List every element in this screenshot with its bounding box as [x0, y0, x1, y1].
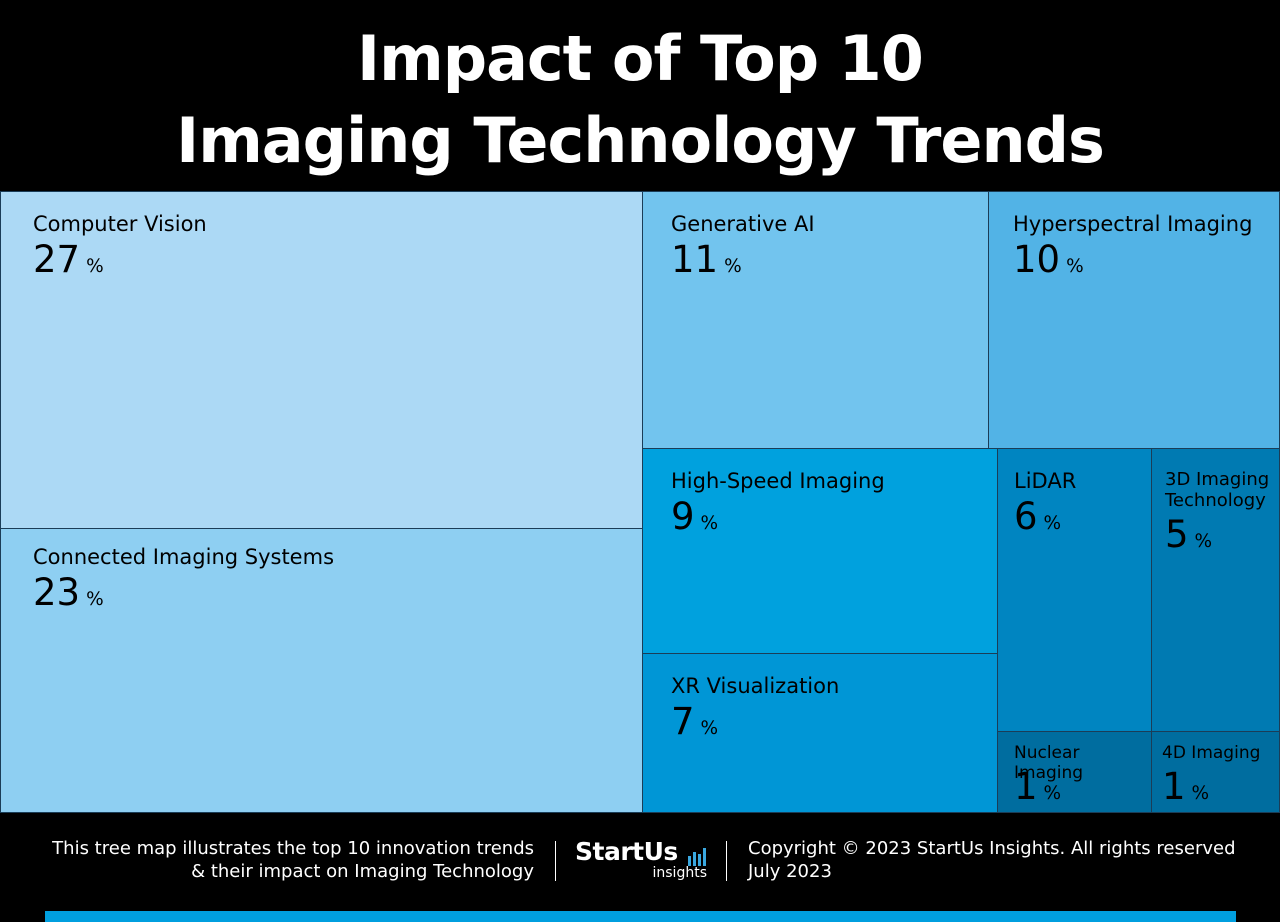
treemap-cell-nuclear-imaging: Nuclear Imaging 1% — [997, 731, 1152, 813]
bottom-accent-bar — [45, 911, 1236, 922]
treemap-cell-value: 23% — [33, 571, 104, 621]
treemap-cell-value: 6% — [1014, 495, 1061, 545]
treemap-cell-high-speed-imaging: High-Speed Imaging 9% — [642, 448, 998, 654]
treemap-cell-value-number: 27 — [33, 238, 81, 281]
footer-divider-right — [726, 841, 727, 881]
treemap-cell-3d-imaging-technology: 3D Imaging Technology 5% — [1151, 448, 1280, 732]
treemap-cell-label: LiDAR — [1014, 469, 1077, 493]
treemap-cell-value-unit: % — [1066, 256, 1084, 277]
treemap-cell-label: Hyperspectral Imaging — [1013, 212, 1253, 236]
treemap-cell-value: 10% — [1013, 238, 1084, 288]
chart-title-line-2: Imaging Technology Trends — [176, 104, 1105, 177]
treemap-cell-label: 4D Imaging — [1162, 743, 1261, 763]
treemap-cell-value: 27% — [33, 238, 104, 288]
copyright-text: Copyright © 2023 StartUs Insights. All r… — [748, 838, 1236, 859]
treemap-cell-value-unit: % — [700, 718, 719, 739]
footer-description-line-1: This tree map illustrates the top 10 inn… — [52, 838, 534, 859]
treemap-cell-value-number: 10 — [1013, 238, 1061, 281]
treemap-cell-label: Connected Imaging Systems — [33, 545, 335, 569]
treemap-cell-value-number: 1 — [1162, 765, 1186, 808]
treemap-cell-value-unit: % — [86, 589, 104, 610]
treemap-cell-value-unit: % — [700, 513, 719, 534]
treemap-cell-label: Computer Vision — [33, 212, 207, 236]
treemap-cell-xr-visualization: XR Visualization 7% — [642, 653, 998, 813]
treemap-cell-lidar: LiDAR 6% — [997, 448, 1152, 732]
footer: This tree map illustrates the top 10 inn… — [0, 813, 1280, 922]
logo-wordmark: StartUs — [575, 837, 678, 866]
treemap-cell-value-unit: % — [1043, 783, 1062, 804]
treemap-cell-label: Nuclear Imaging — [1014, 743, 1084, 783]
treemap-cell-4d-imaging: 4D Imaging 1% — [1151, 731, 1280, 813]
treemap-cell-value-number: 6 — [1014, 495, 1038, 538]
treemap-cell-label: XR Visualization — [671, 674, 840, 698]
treemap-cell-label: Generative AI — [671, 212, 815, 236]
treemap-cell-value: 1% — [1162, 765, 1209, 813]
treemap-cell-value: 1% — [1014, 765, 1061, 813]
chart-title: Impact of Top 10 Imaging Technology Tren… — [0, 18, 1280, 182]
treemap-cell-value-number: 9 — [671, 495, 695, 538]
treemap-cell-value: 5% — [1165, 513, 1212, 563]
treemap-cell-value: 9% — [671, 495, 718, 545]
treemap-cell-value-unit: % — [1191, 783, 1210, 804]
treemap-cell-value-unit: % — [1043, 513, 1062, 534]
treemap-cell-hyperspectral-imaging: Hyperspectral Imaging 10% — [988, 191, 1280, 449]
treemap-cell-value-number: 23 — [33, 571, 81, 614]
logo-subtext: insights — [652, 865, 708, 881]
footer-divider-left — [555, 841, 556, 881]
footer-description-line-2: & their impact on Imaging Technology — [191, 861, 534, 882]
treemap-cell-value-unit: % — [724, 256, 742, 277]
treemap-cell-connected-imaging-systems: Connected Imaging Systems 23% — [0, 528, 643, 813]
treemap-cell-value-number: 1 — [1014, 765, 1038, 808]
treemap-cell-value: 7% — [671, 700, 718, 750]
startus-insights-logo: StartUs insights — [575, 837, 710, 885]
treemap-cell-value: 11% — [671, 238, 742, 288]
chart-title-line-1: Impact of Top 10 — [357, 22, 924, 95]
treemap-cell-computer-vision: Computer Vision 27% — [0, 191, 643, 529]
footer-copyright: Copyright © 2023 StartUs Insights. All r… — [748, 837, 1236, 883]
treemap-cell-value-number: 11 — [671, 238, 719, 281]
treemap-cell-generative-ai: Generative AI 11% — [642, 191, 989, 449]
treemap-cell-value-number: 5 — [1165, 513, 1189, 556]
treemap-cell-label: High-Speed Imaging — [671, 469, 885, 493]
treemap-cell-value-unit: % — [1194, 531, 1213, 552]
footer-description: This tree map illustrates the top 10 inn… — [52, 837, 534, 883]
publication-date: July 2023 — [748, 861, 832, 882]
treemap: Computer Vision 27% Connected Imaging Syst… — [0, 191, 1280, 813]
treemap-cell-value-number: 7 — [671, 700, 695, 743]
treemap-cell-value-unit: % — [86, 256, 104, 277]
treemap-cell-label: 3D Imaging Technology — [1165, 469, 1270, 511]
logo-bars-icon — [688, 848, 706, 866]
